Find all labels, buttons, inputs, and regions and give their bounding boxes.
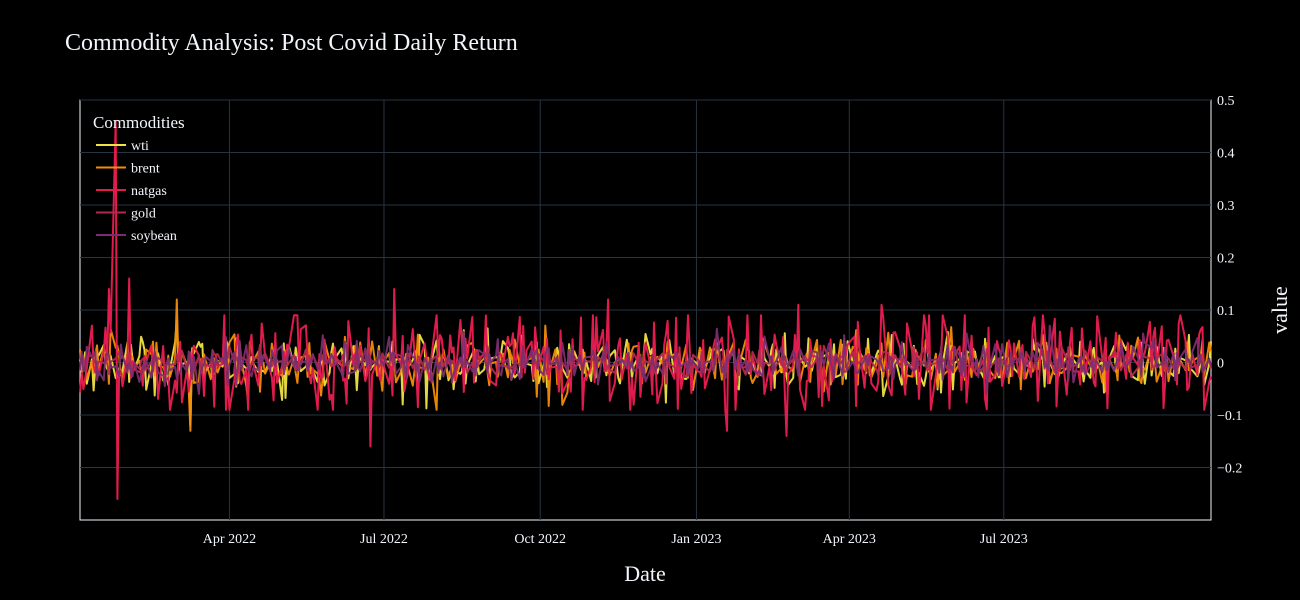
x-tick-label: Oct 2022 [514,532,566,547]
series-line-soybean [79,324,1212,395]
y-tick-label: −0.1 [1217,409,1242,424]
y-tick-label: 0 [1217,357,1224,372]
legend-title: Commodities [93,113,185,132]
y-tick-label: 0.1 [1217,304,1235,319]
x-tick-label: Jul 2023 [980,532,1028,547]
legend-label-brent[interactable]: brent [131,162,160,177]
y-axis-title: value [1267,286,1292,334]
x-axis-ticks: Apr 2022 Jul 2022 Oct 2022 Jan 2023 Apr 2023… [203,532,1028,547]
legend-label-gold[interactable]: gold [131,207,156,222]
x-tick-label: Jan 2023 [671,532,721,547]
legend-label-soybean[interactable]: soybean [131,229,177,244]
y-tick-label: −0.2 [1217,462,1242,477]
y-axis-ticks: 0.5 0.4 0.3 0.2 0.1 0 −0.1 −0.2 [1217,94,1242,477]
y-tick-label: 0.2 [1217,252,1235,267]
y-tick-label: 0.3 [1217,199,1235,214]
chart-title: Commodity Analysis: Post Covid Daily Ret… [65,30,518,56]
x-tick-label: Jul 2022 [360,532,408,547]
legend-label-natgas[interactable]: natgas [131,184,167,199]
x-axis-title: Date [624,561,666,586]
legend-label-wti[interactable]: wti [131,139,149,154]
y-tick-label: 0.4 [1217,147,1235,162]
legend[interactable]: Commodities wti brent natgas gold soybean [93,113,185,244]
plot-series [79,120,1212,500]
y-tick-label: 0.5 [1217,94,1235,109]
x-tick-label: Apr 2022 [203,532,256,547]
x-tick-label: Apr 2023 [823,532,876,547]
